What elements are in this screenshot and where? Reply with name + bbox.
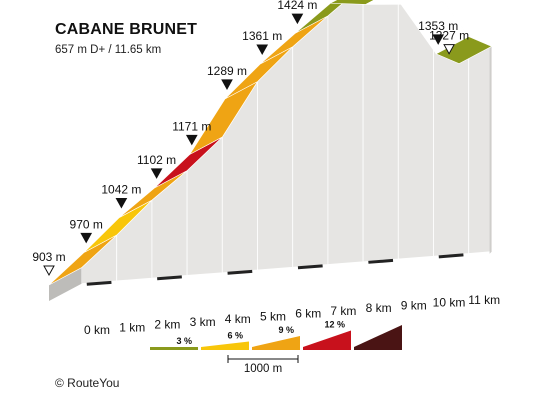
elevation-label: 1361 m: [242, 29, 282, 43]
distance-labels: 0 km 1 km 2 km 3 km 4 km 5 km 6 km 7 km 8 km 9 km…: [84, 293, 500, 337]
elevation-label: 970 m: [70, 217, 103, 231]
legend-wedge: [150, 347, 198, 350]
distance-label: 3 km: [190, 315, 216, 329]
legend-wedge: [303, 330, 351, 350]
scale-label: 1000 m: [244, 363, 282, 375]
road-dash: [297, 264, 323, 270]
profile-end-face: [489, 46, 492, 254]
distance-label: 9 km: [401, 298, 427, 312]
elevation-marker: [256, 44, 269, 56]
gradient-segment: [329, 0, 375, 5]
distance-label: 8 km: [366, 301, 392, 315]
elevation-labels: 903 m 970 m 1042 m 1102 m 1171 m 1289 m 1361 m…: [32, 0, 469, 264]
gradient-segment: [365, 0, 410, 5]
elevation-marker: [115, 197, 128, 209]
distance-label: 7 km: [330, 304, 356, 318]
elevation-marker: [432, 34, 445, 45]
legend-wedge: [252, 336, 300, 350]
road-dash: [86, 280, 112, 286]
elevation-label: 1171 m: [172, 119, 211, 133]
distance-label: 10 km: [433, 296, 466, 310]
elevation-marker: [185, 134, 198, 146]
elevation-marker: [80, 232, 93, 244]
distance-label: 0 km: [84, 323, 110, 337]
profile-base: [49, 267, 82, 301]
gradient-legend: 3 % 6 % 9 % 12 % 1000 m: [150, 320, 402, 375]
elevation-label: 1102 m: [137, 153, 176, 167]
gradient-ribbon: [48, 0, 493, 286]
elevation-markers: [43, 13, 455, 277]
elevation-marker: [43, 265, 55, 277]
routeyou-credit: © RouteYou: [55, 376, 120, 390]
distance-label: 1 km: [119, 320, 145, 334]
profile-wall-slab: [327, 0, 364, 265]
elevation-label: 1424 m: [277, 0, 317, 12]
road-dash: [368, 258, 394, 264]
legend-label: 12 %: [324, 320, 345, 330]
elevation-marker: [443, 44, 455, 55]
legend-wedge: [354, 325, 402, 350]
distance-label: 2 km: [154, 318, 180, 332]
profile-wall-slab: [362, 0, 399, 263]
elevation-marker: [221, 79, 233, 90]
legend-label: 9 %: [278, 325, 294, 335]
road-dash: [157, 275, 182, 281]
elevation-label: 903 m: [32, 250, 65, 264]
distance-label: 11 km: [468, 293, 500, 307]
profile-wall-slab: [257, 45, 294, 271]
profile-walls: [81, 0, 492, 285]
elevation-marker: [150, 168, 163, 179]
profile-wall-slab: [292, 14, 329, 268]
gradient-segment: [295, 0, 347, 34]
legend-wedge: [201, 341, 249, 350]
elevation-label: 1289 m: [207, 64, 247, 78]
elevation-label: 1327 m: [429, 29, 469, 43]
chart-subtitle: 657 m D+ / 11.65 km: [55, 44, 162, 56]
profile-wall-slab: [468, 35, 492, 254]
elevation-label: 1353 m: [418, 19, 458, 33]
road-dash: [438, 253, 464, 259]
distance-road: [86, 253, 464, 286]
elevation-marker: [291, 13, 304, 25]
distance-label: 5 km: [260, 309, 286, 323]
road-dash: [227, 269, 253, 275]
legend-label: 3 %: [176, 336, 192, 346]
gradient-segment: [435, 36, 493, 65]
elevation-label: 1042 m: [101, 182, 141, 196]
chart-title: CABANE BRUNET: [55, 21, 198, 38]
distance-label: 4 km: [225, 312, 251, 326]
distance-label: 6 km: [295, 307, 321, 321]
profile-start-face: [49, 267, 82, 301]
legend-label: 6 %: [227, 331, 243, 341]
